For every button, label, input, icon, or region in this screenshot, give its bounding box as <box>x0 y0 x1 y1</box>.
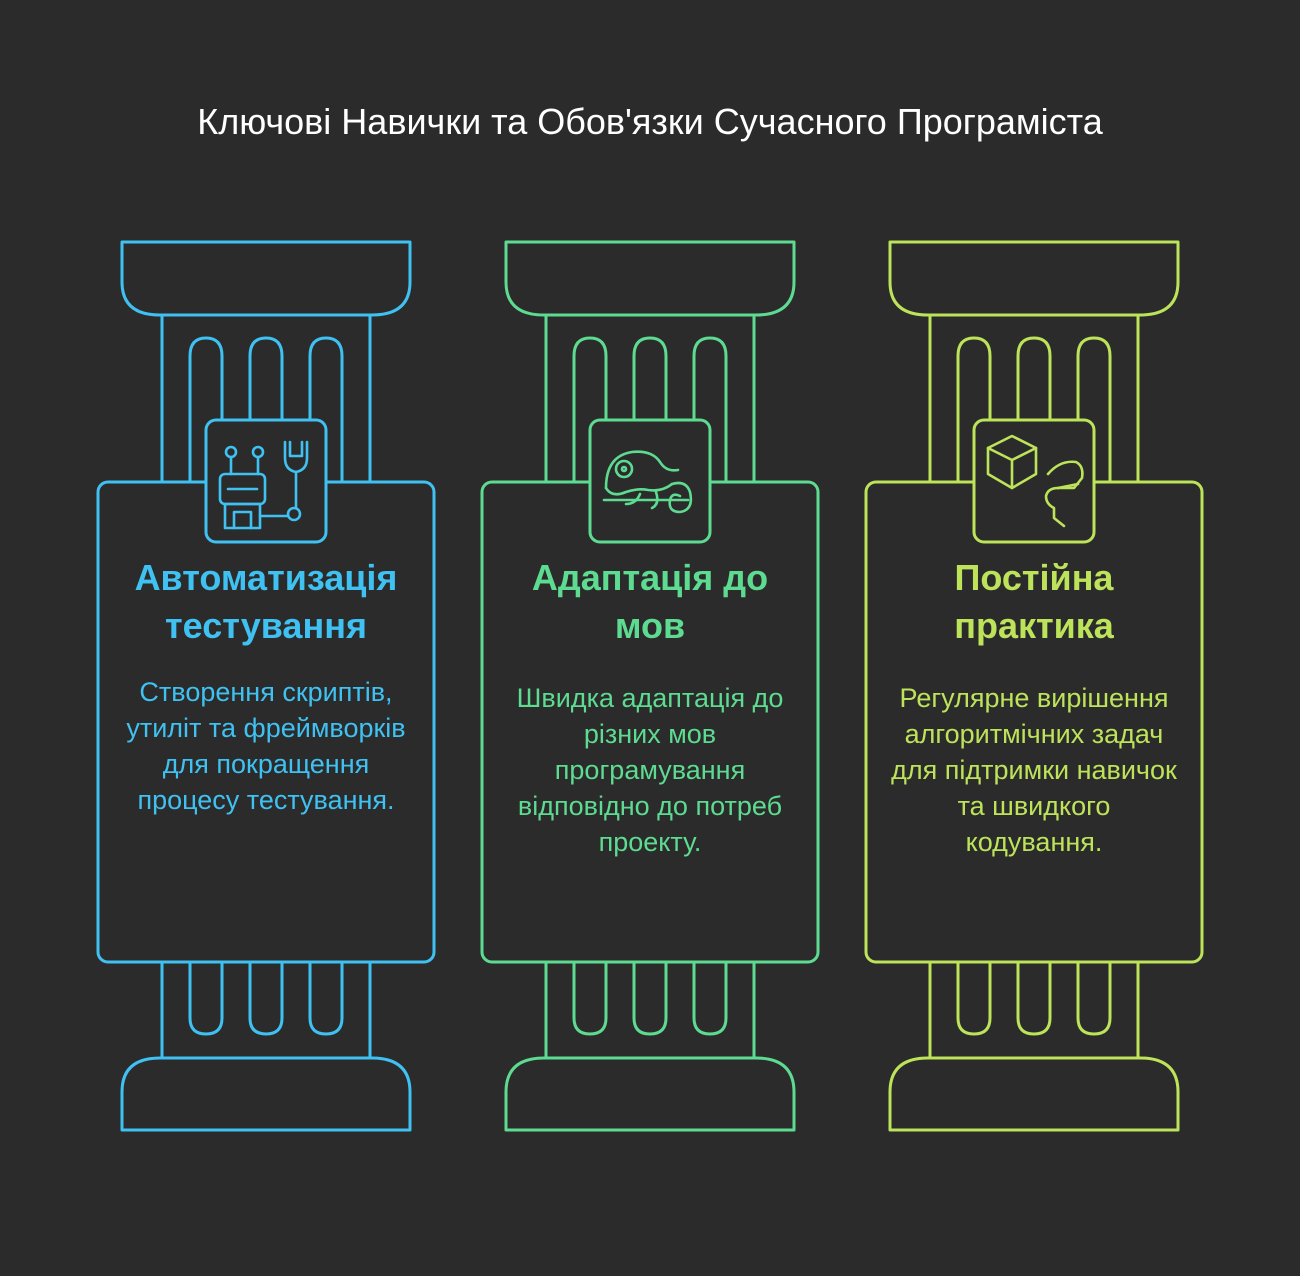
pillar-2-description: Швидка адаптація до різних мов програмув… <box>516 683 784 857</box>
pillar-1-lower-flute-1 <box>188 960 224 1036</box>
pillar-2-upper-flute-2 <box>632 336 668 422</box>
pillar-3-upper-shaft <box>928 313 1140 484</box>
page-title: Ключові Навички та Обов'язки Сучасного П… <box>197 101 1103 142</box>
pillar-2-icon-box <box>588 418 712 544</box>
pillar-1-heading: Автоматизація тестування <box>134 557 398 646</box>
pillar-3-upper-flute-1 <box>956 336 992 484</box>
pillar-3-description: Регулярне вирішення алгоритмічних задач … <box>891 683 1177 857</box>
pillar-1-upper-flute-3 <box>308 336 344 484</box>
pillar-2-upper-flute-3 <box>692 336 728 484</box>
pillar-1-capital <box>120 240 412 317</box>
pillar-2-lower-shaft <box>544 960 756 1060</box>
pillar-3-icon-box <box>972 418 1096 544</box>
pillar-2-lower-flute-2 <box>632 960 668 1036</box>
pillar-2-base <box>504 1056 796 1132</box>
pillar-3-base <box>888 1056 1180 1132</box>
pillar-1-upper-flute-2 <box>248 336 284 422</box>
pillar-1-base <box>120 1056 412 1132</box>
pillar-1-description: Створення скриптів, утиліт та фреймворкі… <box>126 677 406 815</box>
pillar-3-capital <box>888 240 1180 317</box>
cube-head-icon <box>986 434 1084 528</box>
pillar-3-lower-flute-2 <box>1016 960 1052 1036</box>
robot-wrench-icon <box>218 440 309 530</box>
pillar-1-upper-shaft <box>160 313 372 484</box>
pillar-1-lower-flute-3 <box>308 960 344 1036</box>
pillar-1-lower-shaft <box>160 960 372 1060</box>
pillar-2-upper-shaft <box>544 313 756 484</box>
pillar-2-capital <box>504 240 796 317</box>
pillar-3 <box>864 240 1204 1132</box>
pillar-3-lower-flute-3 <box>1076 960 1112 1036</box>
pillar-3-upper-flute-2 <box>1016 336 1052 422</box>
pillar-1-upper-flute-1 <box>188 336 224 484</box>
pillar-2-lower-flute-1 <box>572 960 608 1036</box>
pillar-2 <box>480 240 820 1132</box>
pillar-3-lower-shaft <box>928 960 1140 1060</box>
pillar-1-lower-flute-2 <box>248 960 284 1036</box>
pillar-3-lower-flute-1 <box>956 960 992 1036</box>
chameleon-icon <box>602 450 693 514</box>
pillar-2-upper-flute-1 <box>572 336 608 484</box>
pillar-1 <box>96 240 436 1132</box>
pillar-2-lower-flute-3 <box>692 960 728 1036</box>
pillar-3-heading: Постійна практика <box>954 557 1114 646</box>
pillar-3-upper-flute-3 <box>1076 336 1112 484</box>
pillar-2-heading: Адаптація до мов <box>531 557 769 646</box>
